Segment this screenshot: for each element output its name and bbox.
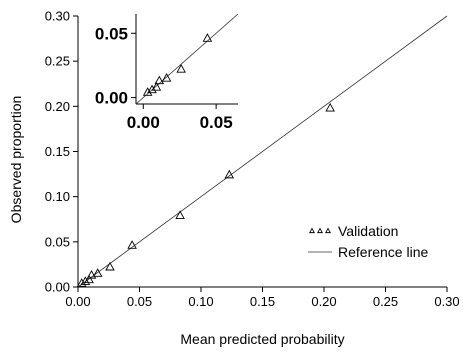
validation-point bbox=[175, 210, 185, 219]
x-tick-label: 0.15 bbox=[250, 294, 275, 309]
y-tick-label: 0.25 bbox=[45, 54, 70, 69]
main-plot: 0.00 0.05 0.10 0.15 0.20 0.25 0.30 0.00 0.05 0.10… bbox=[8, 9, 460, 348]
x-tick-label: 0.30 bbox=[434, 294, 459, 309]
inset-validation-point bbox=[147, 84, 157, 94]
y-tick-label: 0.15 bbox=[45, 144, 70, 159]
x-tick-label: 0.00 bbox=[65, 294, 90, 309]
inset-x-tick-label: 0.00 bbox=[127, 113, 160, 132]
y-tick-label: 0.30 bbox=[45, 9, 70, 24]
validation-point bbox=[92, 268, 103, 277]
inset-validation-point bbox=[161, 73, 172, 82]
validation-point bbox=[325, 102, 335, 112]
validation-point bbox=[127, 240, 137, 249]
x-tick-label: 0.25 bbox=[373, 294, 398, 309]
inset-validation-point bbox=[202, 33, 213, 42]
legend-label-reference: Reference line bbox=[338, 244, 428, 260]
inset-x-tick-label: 0.05 bbox=[200, 113, 233, 132]
inset-validation-point bbox=[151, 82, 162, 91]
y-tick-label: 0.20 bbox=[45, 99, 70, 114]
legend-validation-marker bbox=[308, 227, 316, 234]
y-tick-label: 0.00 bbox=[45, 280, 70, 295]
inset-plot: 0.00 0.05 0.00 0.05 bbox=[95, 14, 238, 132]
reference-line bbox=[77, 15, 448, 288]
legend-validation-marker bbox=[324, 227, 332, 234]
x-tick-label: 0.05 bbox=[127, 294, 152, 309]
validation-point bbox=[80, 276, 91, 285]
validation-point bbox=[105, 261, 115, 271]
legend-label-validation: Validation bbox=[338, 223, 398, 239]
validation-point bbox=[86, 270, 97, 279]
inset-validation-point bbox=[176, 64, 186, 73]
validation-point bbox=[76, 278, 87, 287]
validation-point bbox=[84, 274, 94, 284]
inset-validation-point bbox=[142, 87, 153, 96]
validation-point bbox=[224, 169, 235, 179]
y-tick-label: 0.10 bbox=[45, 189, 70, 204]
y-axis-title: Observed proportion bbox=[8, 96, 24, 224]
legend-validation-marker bbox=[316, 227, 324, 234]
inset-y-tick-label: 0.00 bbox=[95, 89, 128, 108]
y-tick-label: 0.05 bbox=[45, 234, 70, 249]
x-tick-label: 0.10 bbox=[188, 294, 213, 309]
inset-y-tick-label: 0.05 bbox=[95, 24, 128, 43]
x-tick-label: 0.20 bbox=[311, 294, 336, 309]
legend: Validation Reference line bbox=[308, 223, 428, 260]
inset-validation-point bbox=[154, 75, 165, 85]
x-axis-title: Mean predicted probability bbox=[180, 331, 344, 347]
